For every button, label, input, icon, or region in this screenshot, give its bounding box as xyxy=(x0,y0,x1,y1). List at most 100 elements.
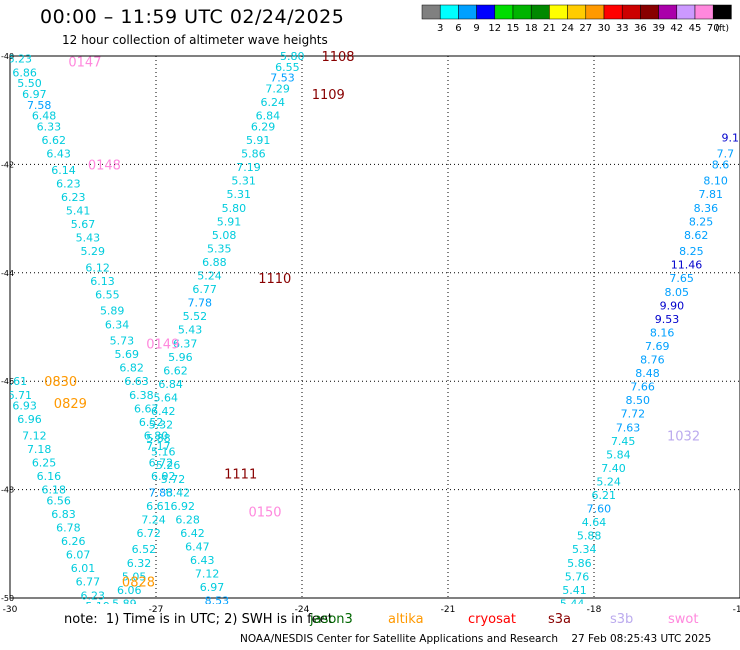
swh-point-s3a: 5.72 xyxy=(161,473,186,486)
legend-swatch xyxy=(712,4,732,20)
swh-point-altika: 6.16 xyxy=(37,470,62,483)
swh-point-s3b: 4.64 xyxy=(582,516,607,529)
pass-time-label: 0830 xyxy=(44,375,77,390)
swh-point-s3b: 7.7 xyxy=(717,148,735,161)
pass-time-label: 0148 xyxy=(88,158,121,173)
swh-point-swot: 6.97 xyxy=(22,88,47,101)
swh-point-s3a: 5.24 xyxy=(197,270,222,283)
legend-label: 39 xyxy=(652,23,665,34)
swh-point-s3b: 8.10 xyxy=(703,175,728,188)
swh-point-s3b: 7.45 xyxy=(611,435,636,448)
pass-time-label: 0828 xyxy=(122,576,155,591)
swh-point-s3b: 7.40 xyxy=(601,462,626,475)
swh-point-s3a: 7.29 xyxy=(265,83,290,96)
swh-point-s3b: 9.1 xyxy=(722,131,740,144)
pass-time-label: 1032 xyxy=(667,429,700,444)
swh-point-s3b: 5.24 xyxy=(596,475,621,488)
swh-point-s3b: 7.60 xyxy=(587,503,612,516)
legend-swatch xyxy=(421,4,441,20)
pass-time-label: 0150 xyxy=(248,505,281,520)
swh-point-altika: 6.96 xyxy=(17,413,42,426)
swh-point-swot: 6.61 xyxy=(146,500,171,513)
swh-point-s3b: 7.65 xyxy=(669,272,694,285)
swh-point-altika: 6.71 xyxy=(7,389,32,402)
swh-point-s3a: 6.29 xyxy=(251,120,276,133)
swh-point-swot: 5.29 xyxy=(80,245,105,258)
swh-point-swot: 5.69 xyxy=(115,348,140,361)
legend-swatch xyxy=(476,4,496,20)
legend-swatch xyxy=(603,4,623,20)
swh-point-swot: 6.06 xyxy=(117,584,142,597)
swh-point-s3b: 7.66 xyxy=(630,381,655,394)
swh-point-swot: 5.73 xyxy=(110,335,135,348)
swh-point-s3a: 6.42 xyxy=(166,486,191,499)
swh-point-s3b: 5.76 xyxy=(565,570,590,583)
swh-point-swot: 6.80 xyxy=(144,429,169,442)
legend-swatch xyxy=(585,4,605,20)
swh-point-altika: 6.25 xyxy=(32,457,57,470)
legend-label: 3 xyxy=(437,23,443,34)
page-subtitle: 12 hour collection of altimeter wave hei… xyxy=(62,33,328,47)
swh-point-s3a: 5.31 xyxy=(226,188,251,201)
swh-point-swot: 5.41 xyxy=(66,204,91,217)
legend-unit: (ft) xyxy=(715,24,729,34)
swh-point-s3a: 5.96 xyxy=(168,351,193,364)
pass-time-label: 1111 xyxy=(224,467,257,482)
legend-label: 18 xyxy=(525,23,538,34)
swh-point-altika: 6.83 xyxy=(51,508,76,521)
swh-point-s3a: 5.32 xyxy=(149,419,174,432)
pass-time-label: 1110 xyxy=(258,272,291,287)
swh-point-s3a: 6.97 xyxy=(200,581,225,594)
swh-point-swot: 6.92 xyxy=(151,470,176,483)
swh-point-s3a: 5.08 xyxy=(212,229,237,242)
plot-frame xyxy=(9,55,740,599)
swh-point-s3b: 8.50 xyxy=(626,394,651,407)
swh-point-s3b: 8.16 xyxy=(650,326,675,339)
swh-point-s3a: 5.88 xyxy=(146,432,171,445)
footer-credit: NOAA/NESDIS Center for Satellite Applica… xyxy=(240,633,712,645)
legend-label: 9 xyxy=(473,23,479,34)
swh-point-swot: 5.89 xyxy=(100,305,125,318)
swh-point-s3a: 5.91 xyxy=(217,215,242,228)
swh-point-altika: 6.78 xyxy=(56,522,81,535)
swh-point-swot: 6.63 xyxy=(124,375,149,388)
swh-point-altika: 6.56 xyxy=(46,494,71,507)
swh-point-s3a: 5.43 xyxy=(178,324,203,337)
swh-point-s3a: 5.91 xyxy=(246,134,271,147)
x-tick-label: -27 xyxy=(149,605,164,615)
footer-note: note: 1) Time is in UTC; 2) SWH is in fe… xyxy=(64,612,333,627)
swh-point-swot: 5.05 xyxy=(122,570,147,583)
swh-point-altika: 6.26 xyxy=(61,535,86,548)
swh-point-s3a: 6.43 xyxy=(190,554,215,567)
swh-point-swot: 7.17 xyxy=(146,440,171,453)
swh-point-s3b: 8.05 xyxy=(664,286,689,299)
x-tick-label: -30 xyxy=(3,605,18,615)
swh-point-s3b: 5.86 xyxy=(567,557,592,570)
swh-point-s3a: 6.55 xyxy=(275,61,300,74)
swh-point-s3a: 7.53 xyxy=(270,72,295,85)
swh-point-s3b: 9.53 xyxy=(655,313,680,326)
swh-point-s3a: 7.19 xyxy=(236,161,261,174)
legend-label: 45 xyxy=(689,23,702,34)
swh-point-s3a: 5.80 xyxy=(280,50,305,63)
swh-point-swot: 6.48 xyxy=(32,110,57,123)
swh-point-swot: 6.82 xyxy=(119,362,144,375)
legend-label: 42 xyxy=(670,23,683,34)
legend-swatch xyxy=(494,4,514,20)
swh-point-swot: 7.83 xyxy=(149,486,174,499)
x-tick-label: -15 xyxy=(733,605,740,615)
swh-point-s3b: 8.76 xyxy=(640,354,665,367)
legend-swatch xyxy=(694,4,714,20)
swh-point-swot: 6.55 xyxy=(95,288,120,301)
swh-point-s3b: 5.34 xyxy=(572,543,597,556)
swh-point-swot: 5.43 xyxy=(76,232,101,245)
swh-point-s3a: 6.42 xyxy=(180,527,205,540)
y-tick-label: -48 xyxy=(1,486,14,495)
legend-label: 15 xyxy=(507,23,520,34)
satellite-label-s3b: s3b xyxy=(610,612,634,627)
swh-point-s3b: 7.81 xyxy=(699,188,724,201)
swh-point-swot: 5.89 xyxy=(112,597,137,610)
swh-point-swot: 7.24 xyxy=(141,513,166,526)
pass-time-label: 1108 xyxy=(321,50,354,65)
